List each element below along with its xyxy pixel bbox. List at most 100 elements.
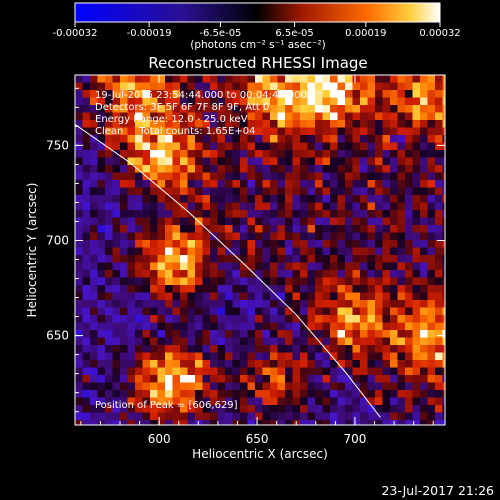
heatmap-cell: [352, 360, 361, 368]
heatmap-cell: [412, 90, 421, 98]
heatmap-cell: [187, 187, 196, 196]
heatmap-cell: [330, 232, 338, 241]
heatmap-cell: [232, 345, 241, 353]
heatmap-cell: [420, 412, 428, 421]
heatmap-cell: [225, 330, 233, 338]
heatmap-cell: [172, 255, 181, 263]
heatmap-cell: [247, 90, 256, 98]
heatmap-cell: [397, 277, 406, 286]
heatmap-cell: [382, 232, 391, 241]
heatmap-cell: [345, 405, 353, 413]
heatmap-cell: [390, 300, 398, 308]
heatmap-cell: [315, 382, 323, 391]
heatmap-cell: [420, 300, 428, 308]
heatmap-cell: [390, 225, 398, 233]
heatmap-cell: [382, 82, 391, 91]
heatmap-cell: [172, 352, 181, 361]
heatmap-cell: [262, 307, 271, 316]
annotation-clean-counts: Clean Total counts: 1.65E+04: [95, 126, 255, 137]
heatmap-cell: [165, 180, 173, 188]
heatmap-cell: [427, 397, 436, 406]
heatmap-cell: [97, 82, 106, 91]
heatmap-cell: [232, 142, 241, 151]
heatmap-cell: [112, 412, 121, 421]
heatmap-cell: [442, 292, 445, 301]
heatmap-cell: [105, 330, 113, 338]
heatmap-cell: [217, 360, 226, 368]
heatmap-cell: [330, 210, 338, 218]
heatmap-cell: [217, 315, 226, 323]
heatmap-cell: [435, 300, 443, 308]
heatmap-cell: [412, 180, 421, 188]
heatmap-cell: [367, 82, 376, 91]
heatmap-cell: [337, 240, 346, 248]
heatmap-cell: [187, 127, 196, 136]
heatmap-cell: [412, 240, 421, 248]
heatmap-cell: [225, 180, 233, 188]
heatmap-cell: [382, 382, 391, 391]
heatmap-cell: [382, 97, 391, 106]
heatmap-cell: [135, 375, 143, 383]
heatmap-cell: [360, 240, 368, 248]
heatmap-cell: [210, 307, 218, 316]
heatmap-cell: [97, 375, 106, 383]
heatmap-cell: [172, 97, 181, 106]
heatmap-cell: [300, 315, 308, 323]
heatmap-cell: [157, 397, 166, 406]
heatmap-cell: [352, 150, 361, 158]
heatmap-cell: [352, 322, 361, 331]
heatmap-cell: [277, 397, 286, 406]
heatmap-cell: [202, 405, 211, 413]
heatmap-cell: [165, 135, 173, 143]
heatmap-cell: [225, 382, 233, 391]
heatmap-cell: [390, 157, 398, 166]
heatmap-cell: [315, 412, 323, 421]
heatmap-cell: [127, 157, 136, 166]
heatmap-cell: [97, 195, 106, 203]
heatmap-cell: [435, 240, 443, 248]
heatmap-cell: [105, 285, 113, 293]
heatmap-cell: [195, 240, 203, 248]
heatmap-cell: [337, 397, 346, 406]
heatmap-cell: [90, 75, 98, 83]
heatmap-cell: [435, 157, 443, 166]
heatmap-cell: [285, 120, 293, 128]
heatmap-cell: [435, 217, 443, 226]
heatmap-cell: [285, 412, 293, 421]
heatmap-cell: [352, 225, 361, 233]
heatmap-cell: [375, 360, 383, 368]
heatmap-cell: [172, 367, 181, 376]
heatmap-cell: [442, 240, 445, 248]
heatmap-cell: [307, 382, 316, 391]
heatmap-cell: [412, 232, 421, 241]
heatmap-cell: [405, 120, 413, 128]
heatmap-cell: [232, 322, 241, 331]
heatmap-cell: [322, 90, 331, 98]
heatmap-cell: [210, 390, 218, 398]
heatmap-cell: [405, 135, 413, 143]
heatmap-cell: [345, 382, 353, 391]
heatmap-cell: [330, 240, 338, 248]
heatmap-cell: [442, 225, 445, 233]
heatmap-cell: [172, 270, 181, 278]
heatmap-cell: [330, 112, 338, 121]
heatmap-cell: [435, 187, 443, 196]
heatmap-cell: [202, 315, 211, 323]
heatmap-cell: [202, 240, 211, 248]
heatmap-cell: [255, 217, 263, 226]
heatmap-cell: [322, 202, 331, 211]
heatmap-cell: [390, 255, 398, 263]
heatmap-cell: [240, 420, 248, 425]
heatmap-cell: [75, 270, 83, 278]
colorbar-tick-label: -0.00032: [53, 28, 98, 39]
heatmap-cell: [217, 420, 226, 425]
heatmap-cell: [150, 165, 158, 173]
heatmap-cell: [165, 232, 173, 241]
heatmap-cell: [127, 307, 136, 316]
heatmap-cell: [210, 382, 218, 391]
heatmap-cell: [195, 247, 203, 256]
heatmap-cell: [390, 135, 398, 143]
heatmap-cell: [442, 382, 445, 391]
heatmap-cell: [135, 240, 143, 248]
heatmap-cell: [330, 187, 338, 196]
